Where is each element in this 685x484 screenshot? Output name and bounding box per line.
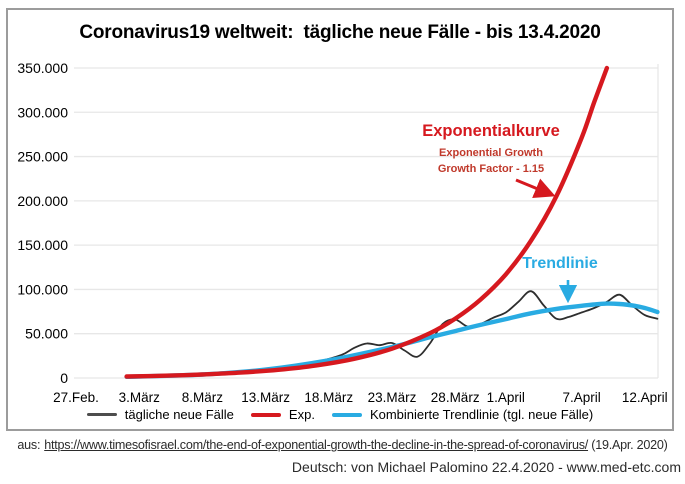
- y-tick-label: 100.000: [17, 281, 68, 297]
- chart-frame: Coronavirus19 weltweit: tägliche neue Fä…: [6, 8, 674, 431]
- y-tick-label: 0: [60, 370, 68, 386]
- translation-credit: Deutsch: von Michael Palomino 22.4.2020 …: [291, 459, 681, 475]
- exponential-curve-label: Exponentialkurve: [422, 122, 560, 140]
- x-tick-label: 28.März: [431, 390, 480, 405]
- data-series: [124, 65, 660, 379]
- legend-item-daily-cases: tägliche neue Fälle: [86, 407, 234, 422]
- legend-label-daily-cases: tägliche neue Fälle: [124, 407, 234, 422]
- source-date: (19.Apr. 2020): [591, 438, 668, 452]
- x-tick-label: 8.März: [182, 390, 224, 405]
- red-annotation-arrow: [515, 178, 556, 198]
- x-tick-label: 12.April: [622, 390, 668, 405]
- source-url: https://www.timesofisrael.com/the-end-of…: [44, 438, 589, 452]
- legend-item-exponential: Exp.: [250, 407, 315, 422]
- trendline-label: Trendlinie: [522, 255, 598, 272]
- x-tick-label: 18.März: [304, 390, 353, 405]
- legend: tägliche neue Fälle Exp. Kombinierte Tre…: [8, 407, 672, 422]
- daily-cases-line-swatch-icon: [86, 413, 117, 416]
- y-tick-label: 200.000: [17, 193, 68, 209]
- plot-canvas: 0 50.000 100.000 150.000 200.000 250.000 300.0…: [17, 60, 668, 405]
- y-axis-labels: 0 50.000 100.000 150.000 200.000 250.000 300.0…: [17, 60, 68, 386]
- legend-item-trendline: Kombinierte Trendlinie (tgl. neue Fälle): [331, 407, 594, 422]
- series-line-kombinierte-trendlinie-tgl-neue-f-lle-: [124, 301, 660, 379]
- x-tick-label: 3.März: [119, 390, 161, 405]
- chart-title: Coronavirus19 weltweit: tägliche neue Fä…: [79, 22, 601, 43]
- x-tick-label: 7.April: [562, 390, 600, 405]
- x-tick-label: 27.Feb.: [53, 390, 99, 405]
- legend-label-trendline: Kombinierte Trendlinie (tgl. neue Fälle): [369, 407, 594, 422]
- legend-label-exponential: Exp.: [288, 407, 315, 422]
- y-tick-label: 350.000: [17, 60, 68, 76]
- annotation-arrows: [515, 178, 578, 304]
- x-axis-labels: 27.Feb. 3.März 8.März 13.März 18.März 23.März…: [53, 390, 668, 405]
- y-tick-label: 250.000: [17, 149, 68, 165]
- gridlines: [74, 64, 659, 379]
- x-tick-label: 13.März: [241, 390, 290, 405]
- source-citation: aus: https://www.timesofisrael.com/the-en…: [0, 438, 685, 452]
- growth-factor-subtitle: Growth Factor - 1.15: [437, 163, 545, 175]
- series-line-exp-: [124, 65, 610, 379]
- y-tick-label: 50.000: [25, 326, 68, 342]
- y-tick-label: 300.000: [17, 104, 68, 120]
- source-prefix: aus:: [17, 438, 41, 452]
- y-tick-label: 150.000: [17, 237, 68, 253]
- trendline-swatch-icon: [331, 412, 362, 417]
- exponential-line-swatch-icon: [250, 412, 281, 417]
- exponential-growth-subtitle: Exponential Growth: [439, 147, 543, 159]
- x-tick-label: 23.März: [368, 390, 417, 405]
- x-tick-label: 1.April: [487, 390, 525, 405]
